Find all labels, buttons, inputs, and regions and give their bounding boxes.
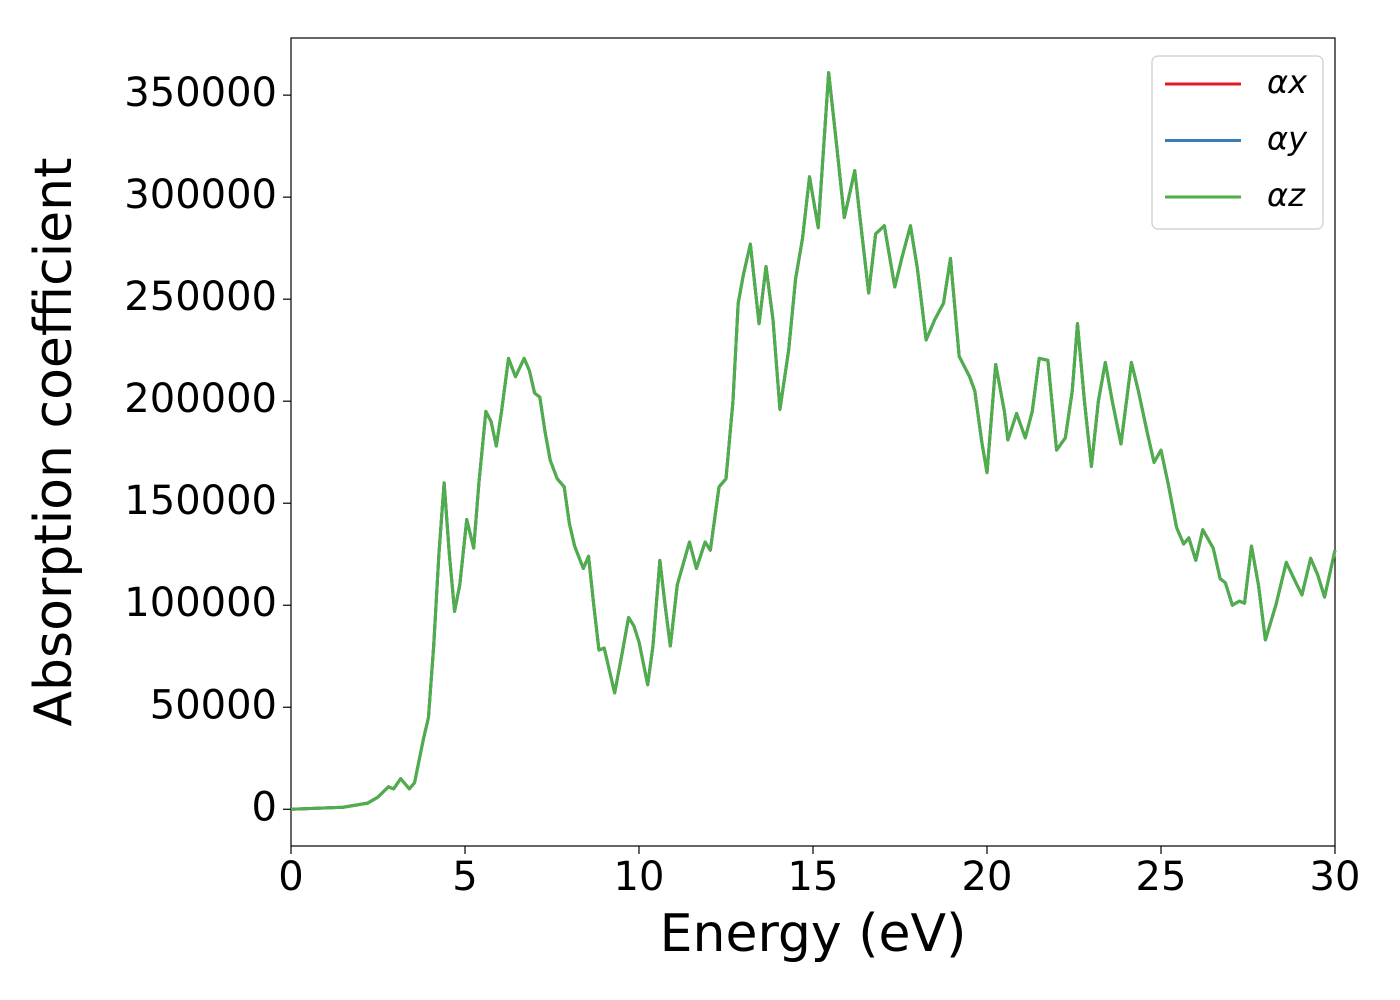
x-tick-label: 20 <box>962 854 1013 900</box>
x-axis-label: Energy (eV) <box>660 904 967 964</box>
x-tick-label: 15 <box>788 854 839 900</box>
x-tick-label: 30 <box>1310 854 1361 900</box>
x-tick-label: 5 <box>452 854 477 900</box>
y-tick-label: 350000 <box>124 70 277 116</box>
y-tick-label: 0 <box>252 784 277 830</box>
legend-label: αz <box>1267 176 1306 214</box>
legend-label: αx <box>1267 63 1308 101</box>
x-tick-label: 25 <box>1136 854 1187 900</box>
legend-box <box>1151 55 1324 230</box>
y-tick-label: 100000 <box>124 580 277 626</box>
legend-label: αy <box>1267 120 1308 158</box>
y-tick-label: 200000 <box>124 376 277 422</box>
y-tick-label: 300000 <box>124 172 277 218</box>
y-tick-label: 150000 <box>124 478 277 524</box>
x-tick-label: 0 <box>278 854 303 900</box>
y-tick-label: 50000 <box>150 682 277 728</box>
y-axis-label: Absorption coefficient <box>24 157 84 726</box>
data-line <box>290 71 1337 811</box>
x-tick-label: 10 <box>614 854 665 900</box>
y-tick-label: 250000 <box>124 274 277 320</box>
